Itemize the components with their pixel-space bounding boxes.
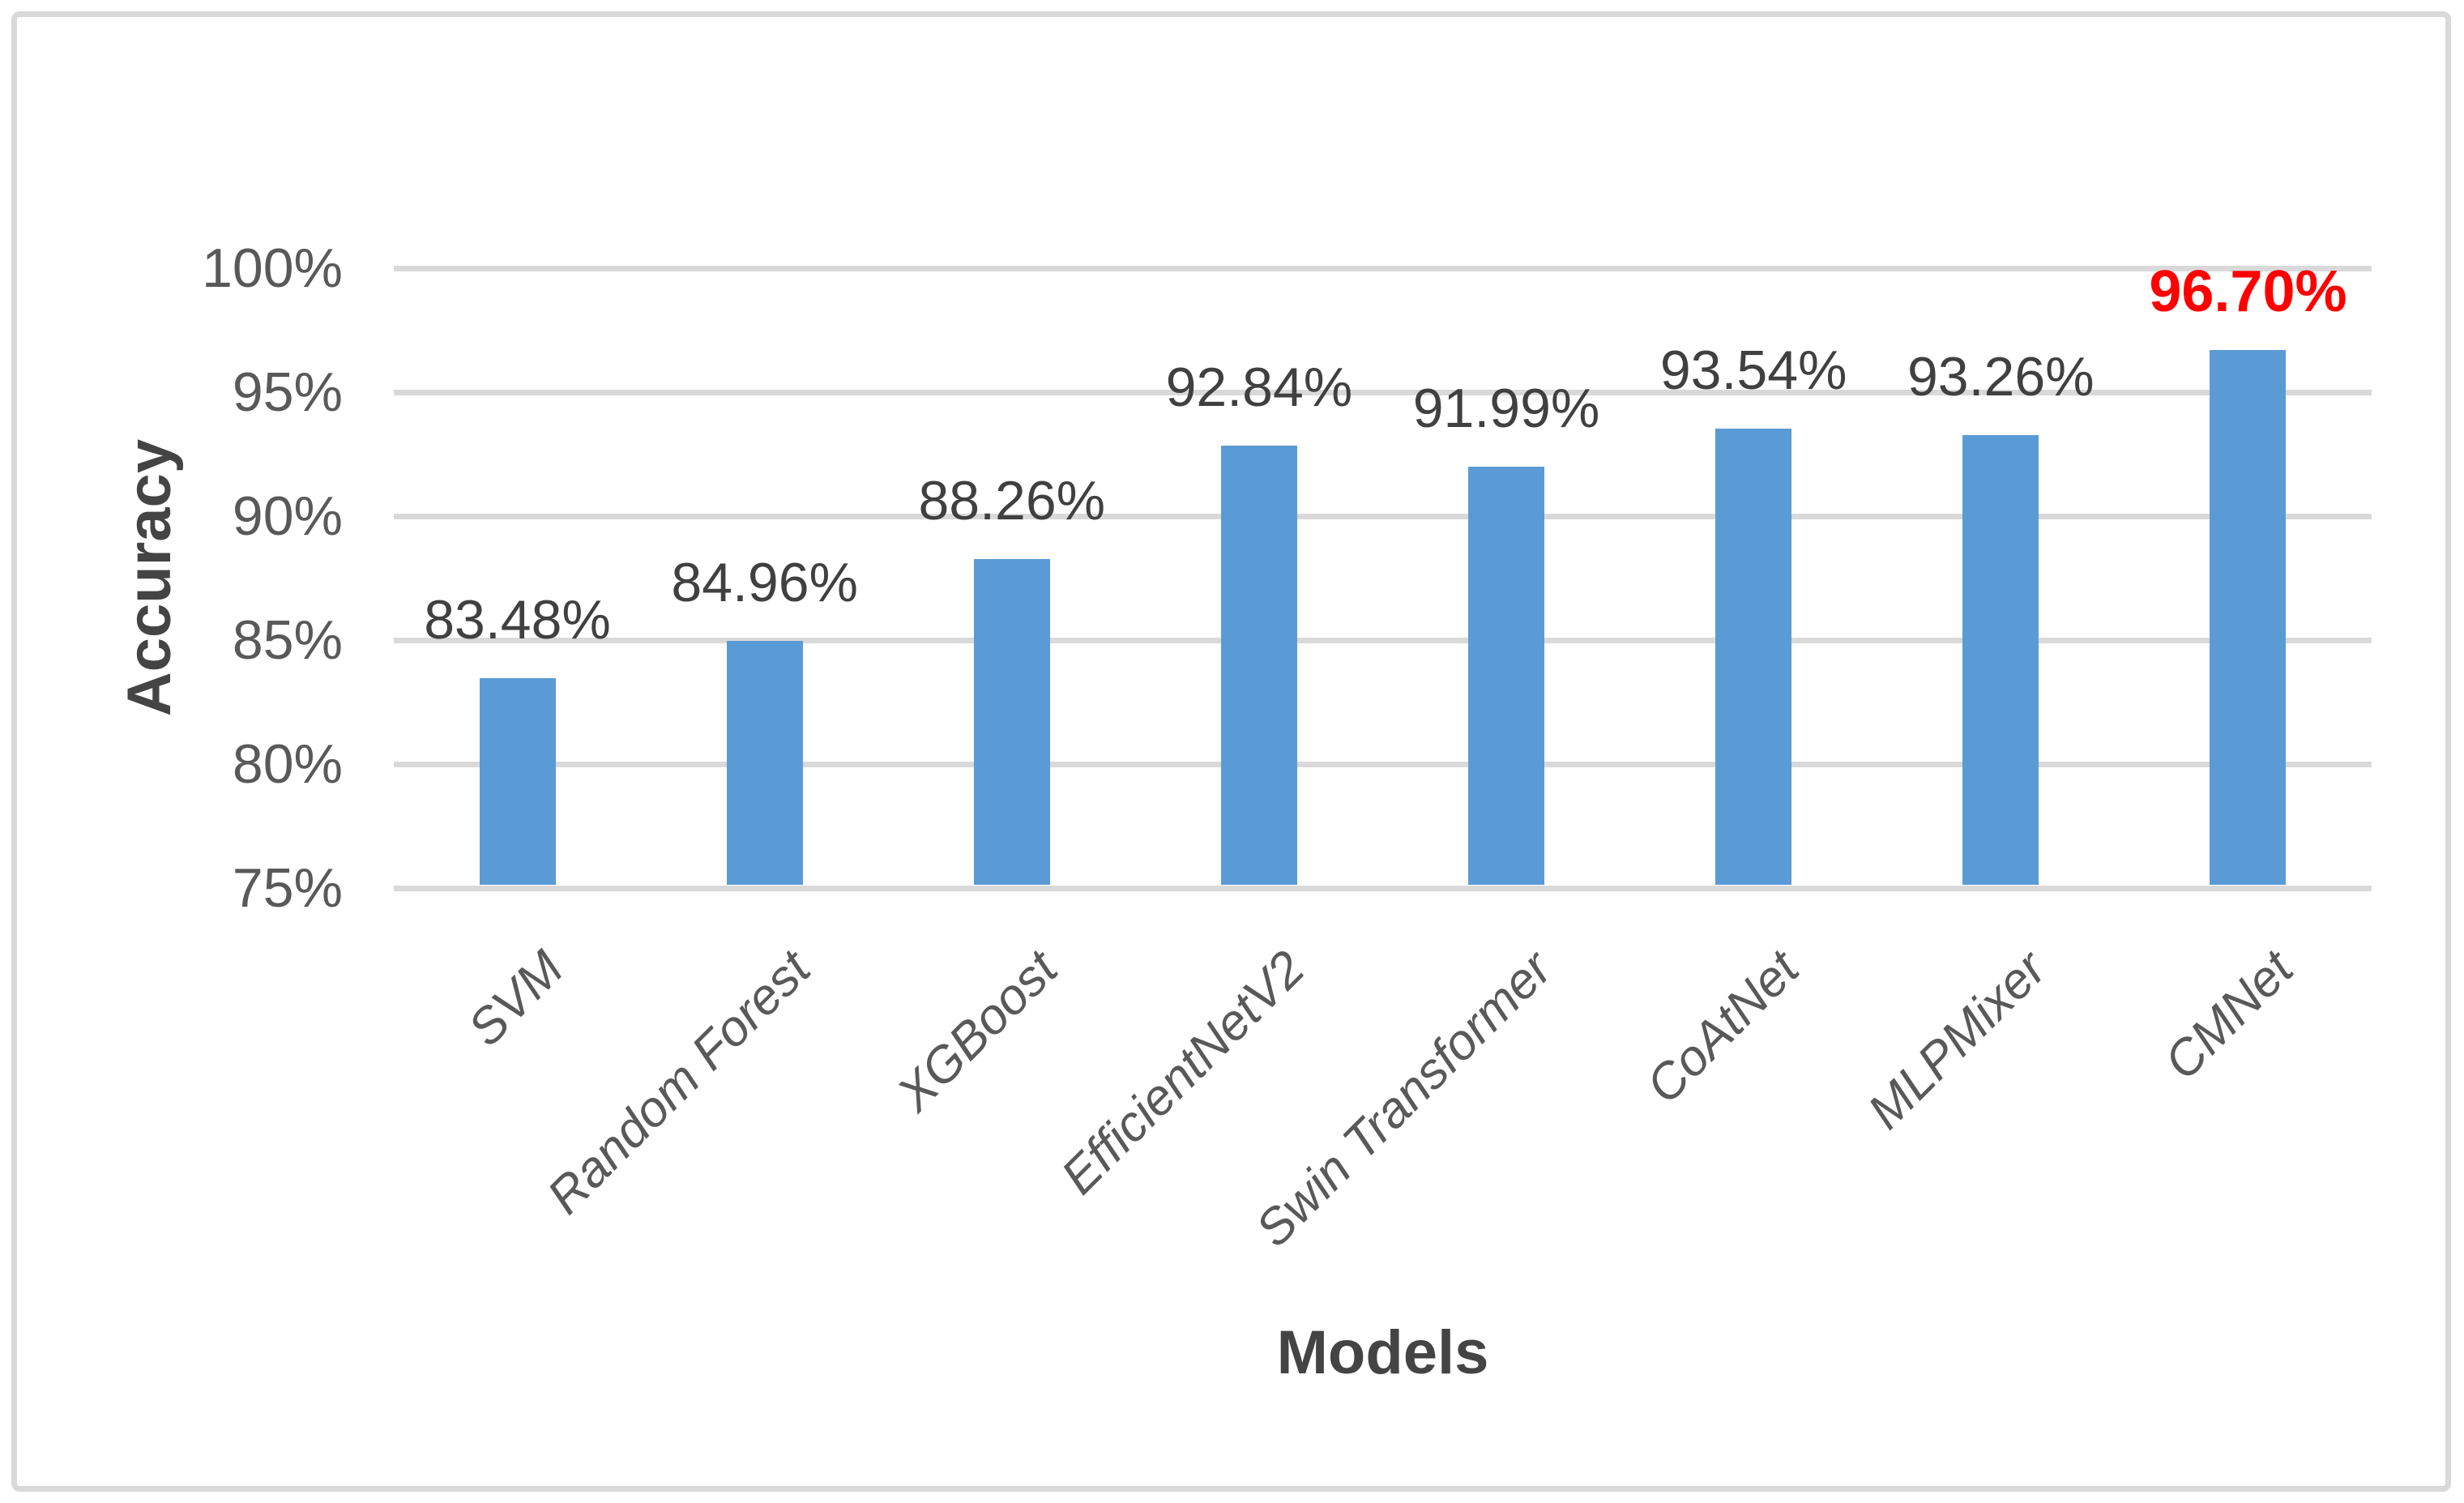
bar-MLPMixer <box>1962 435 2039 886</box>
y-axis-title: Accuracy <box>115 438 184 717</box>
y-tick-label: 80% <box>232 733 343 795</box>
bar-value-label: 93.54% <box>1659 339 1847 401</box>
bar-SVM <box>479 677 556 886</box>
y-tick-label: 85% <box>232 609 343 671</box>
bar-value-label: 83.48% <box>424 588 611 651</box>
bar-CoAtNet <box>1715 428 1792 886</box>
y-tick-label: 75% <box>232 857 343 919</box>
bar-Swin Transformer <box>1468 467 1545 886</box>
gridline-100% <box>394 265 2372 271</box>
gridline-75% <box>394 885 2372 891</box>
bar-CMNet <box>2210 349 2287 886</box>
bar-XGBoost <box>973 559 1050 886</box>
bar-value-label: 91.99% <box>1412 378 1600 440</box>
gridline-90% <box>394 513 2372 519</box>
x-axis-title: Models <box>1276 1318 1489 1387</box>
bar-value-label: 88.26% <box>918 470 1106 532</box>
bar-value-label: 84.96% <box>671 552 858 614</box>
bar-EfficientNetV2 <box>1220 446 1297 886</box>
bar-value-label: 93.26% <box>1907 346 2095 408</box>
bar-Random Forest <box>726 641 803 886</box>
bar-value-label: 96.70% <box>2149 258 2347 324</box>
y-tick-label: 95% <box>232 361 343 423</box>
gridline-85% <box>394 637 2372 643</box>
gridline-95% <box>394 389 2372 395</box>
bar-value-label: 92.84% <box>1165 357 1353 419</box>
gridline-80% <box>394 761 2372 767</box>
chart-frame-border <box>11 11 2451 1492</box>
y-tick-label: 90% <box>232 485 343 547</box>
y-tick-label: 100% <box>202 237 343 299</box>
